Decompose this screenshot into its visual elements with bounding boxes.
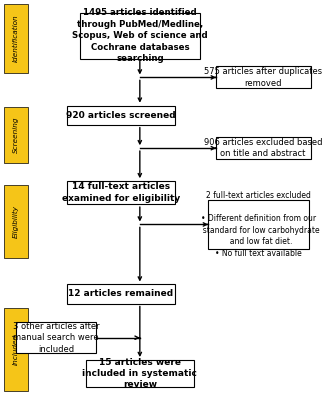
Text: 575 articles after duplicates
removed: 575 articles after duplicates removed (204, 67, 322, 88)
FancyBboxPatch shape (86, 360, 193, 387)
Text: Eligibility: Eligibility (13, 205, 19, 238)
Text: 920 articles screened: 920 articles screened (66, 111, 176, 120)
Text: 3 other articles after
manual search were
included: 3 other articles after manual search wer… (13, 322, 99, 354)
Text: 15 articles were
included in systematic
review: 15 articles were included in systematic … (82, 358, 197, 390)
FancyBboxPatch shape (67, 181, 174, 204)
Text: Identification: Identification (13, 15, 19, 62)
Text: 2 full-text articles excluded

• Different definition from our
  standard for lo: 2 full-text articles excluded • Differen… (197, 191, 319, 258)
FancyBboxPatch shape (4, 185, 28, 258)
Text: 14 full-text articles
examined for eligibility: 14 full-text articles examined for eligi… (62, 182, 180, 203)
FancyBboxPatch shape (216, 137, 311, 159)
FancyBboxPatch shape (80, 13, 200, 58)
Text: 906 articles excluded based
on title and abstract: 906 articles excluded based on title and… (204, 138, 322, 158)
FancyBboxPatch shape (4, 107, 28, 163)
Text: Screening: Screening (13, 117, 19, 153)
FancyBboxPatch shape (67, 284, 174, 304)
Text: Included: Included (13, 334, 19, 365)
FancyBboxPatch shape (208, 200, 309, 249)
FancyBboxPatch shape (4, 4, 28, 74)
FancyBboxPatch shape (67, 106, 174, 125)
FancyBboxPatch shape (4, 308, 28, 391)
Text: 1495 articles identified
through PubMed/Medline,
Scopus, Web of science and
Coch: 1495 articles identified through PubMed/… (72, 8, 208, 63)
Text: 12 articles remained: 12 articles remained (68, 290, 173, 298)
FancyBboxPatch shape (16, 322, 96, 353)
FancyBboxPatch shape (216, 66, 311, 88)
